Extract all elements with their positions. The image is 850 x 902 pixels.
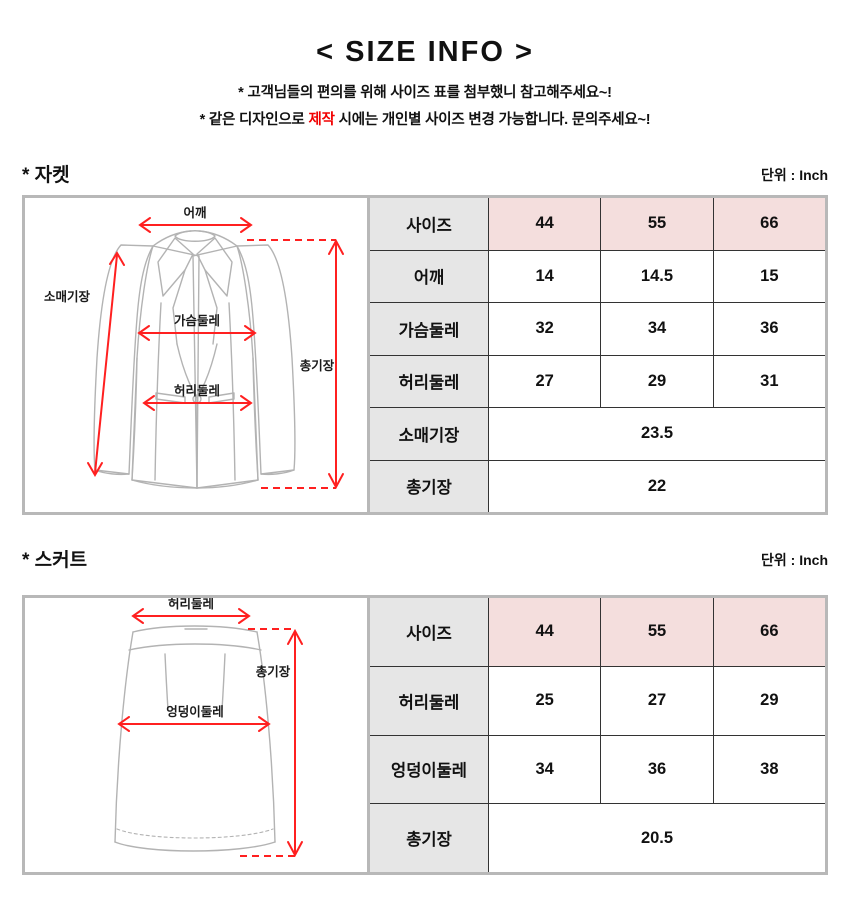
- table-row: 허리둘레 27 29 31: [370, 355, 825, 408]
- jacket-label-chest: 가슴둘레: [174, 313, 220, 328]
- row-label: 소매기장: [370, 408, 489, 460]
- row-value: 27: [601, 666, 714, 735]
- jacket-unit-label: 단위 : Inch: [761, 167, 828, 183]
- skirt-label-waist: 허리둘레: [168, 598, 214, 611]
- row-value: 29: [601, 355, 714, 407]
- jacket-label-total: 총기장: [300, 358, 335, 373]
- jacket-label-waist: 허리둘레: [174, 383, 220, 398]
- row-value: 38: [713, 735, 825, 804]
- row-label: 허리둘레: [370, 666, 489, 735]
- skirt-panel: 허리둘레 엉덩이둘레 총기장 사이즈 44 55 66 허리둘레 25 27 2…: [22, 595, 828, 875]
- table-header-row: 사이즈 44 55 66: [370, 198, 825, 251]
- row-label: 총기장: [370, 804, 489, 872]
- header-size-55: 55: [601, 598, 714, 666]
- header-size-55: 55: [601, 198, 714, 250]
- jacket-size-table: 사이즈 44 55 66 어깨 14 14.5 15 가슴둘레 32 34 36…: [370, 198, 825, 512]
- skirt-section-title: * 스커트: [22, 550, 88, 571]
- row-value: 25: [489, 666, 602, 735]
- jacket-section-header: * 자켓 단위 : Inch: [22, 160, 828, 187]
- table-row: 총기장 20.5: [370, 804, 825, 872]
- row-value: 29: [713, 666, 825, 735]
- row-value-merged: 22: [489, 460, 825, 512]
- row-value: 36: [713, 303, 825, 355]
- row-label: 엉덩이둘레: [370, 735, 489, 804]
- table-row: 가슴둘레 32 34 36: [370, 303, 825, 356]
- row-value-merged: 20.5: [489, 804, 825, 872]
- subtitle-line-1: * 고객님들의 편의를 위해 사이즈 표를 첨부했니 참고해주세요~!: [238, 85, 612, 101]
- jacket-section-title: * 자켓: [22, 165, 70, 186]
- skirt-diagram: 허리둘레 엉덩이둘레 총기장: [25, 598, 370, 872]
- row-value: 31: [713, 355, 825, 407]
- header-label-cell: 사이즈: [370, 198, 489, 250]
- skirt-size-table: 사이즈 44 55 66 허리둘레 25 27 29 엉덩이둘레 34 36 3…: [370, 598, 825, 872]
- table-row: 총기장 22: [370, 460, 825, 512]
- row-value: 32: [489, 303, 602, 355]
- row-label: 총기장: [370, 460, 489, 512]
- page-header: < SIZE INFO > * 고객님들의 편의를 위해 사이즈 표를 첨부했니…: [0, 0, 850, 129]
- header-size-66: 66: [713, 598, 825, 666]
- row-label: 허리둘레: [370, 355, 489, 407]
- row-value: 36: [601, 735, 714, 804]
- header-size-44: 44: [489, 598, 602, 666]
- skirt-section-header: * 스커트 단위 : Inch: [22, 545, 828, 572]
- jacket-label-sleeve: 소매기장: [44, 289, 91, 304]
- skirt-illustration: 허리둘레 엉덩이둘레 총기장: [114, 598, 303, 858]
- row-value: 34: [601, 303, 714, 355]
- jacket-diagram: 어깨 소매기장 가슴둘레 허리둘레 총기장: [25, 198, 370, 512]
- row-value: 15: [713, 250, 825, 302]
- table-row: 허리둘레 25 27 29: [370, 666, 825, 736]
- subtitle-line-2: * 같은 디자인으로 제작 시에는 개인별 사이즈 변경 가능합니다. 문의주세…: [0, 108, 850, 129]
- jacket-illustration: 어깨 소매기장 가슴둘레 허리둘레 총기장: [44, 205, 344, 490]
- subtitle-line-2-pre: * 같은 디자인으로: [199, 112, 309, 128]
- subtitle-line-2-highlight: 제작: [308, 112, 335, 128]
- row-label: 어깨: [370, 250, 489, 302]
- table-row: 엉덩이둘레 34 36 38: [370, 735, 825, 805]
- row-value: 14.5: [601, 250, 714, 302]
- header-label-cell: 사이즈: [370, 598, 489, 666]
- row-value: 14: [489, 250, 602, 302]
- row-value-merged: 23.5: [489, 408, 825, 460]
- page-title: < SIZE INFO >: [316, 36, 534, 68]
- header-size-44: 44: [489, 198, 602, 250]
- table-row: 어깨 14 14.5 15: [370, 250, 825, 303]
- jacket-label-shoulder: 어깨: [183, 205, 206, 220]
- subtitle-line-2-post: 시에는 개인별 사이즈 변경 가능합니다. 문의주세요~!: [334, 112, 651, 128]
- row-value: 27: [489, 355, 602, 407]
- skirt-unit-label: 단위 : Inch: [761, 552, 828, 568]
- jacket-panel: 어깨 소매기장 가슴둘레 허리둘레 총기장 사이즈 44 55 66 어깨 14…: [22, 195, 828, 515]
- header-size-66: 66: [713, 198, 825, 250]
- skirt-label-hip: 엉덩이둘레: [166, 704, 224, 719]
- skirt-label-total: 총기장: [256, 664, 291, 679]
- row-label: 가슴둘레: [370, 303, 489, 355]
- table-header-row: 사이즈 44 55 66: [370, 598, 825, 667]
- table-row: 소매기장 23.5: [370, 408, 825, 461]
- row-value: 34: [489, 735, 602, 804]
